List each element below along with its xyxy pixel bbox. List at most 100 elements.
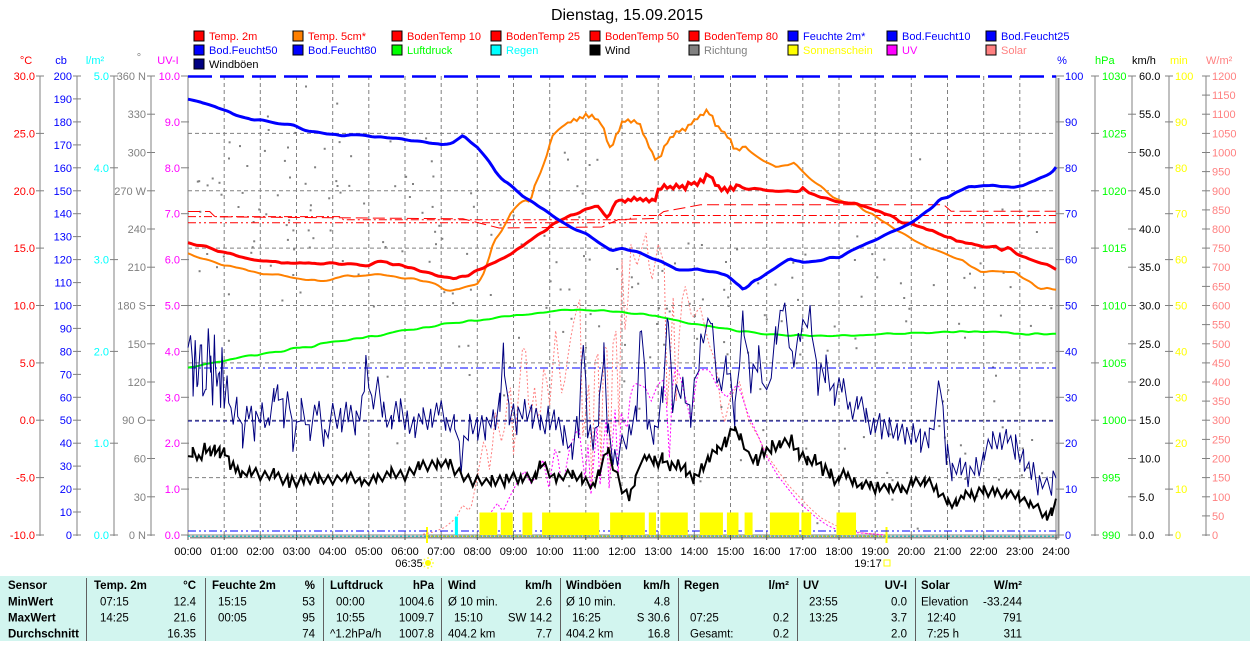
svg-text:350: 350 xyxy=(1212,396,1230,408)
svg-text:0.0: 0.0 xyxy=(94,530,109,542)
svg-text:30: 30 xyxy=(1175,392,1187,404)
svg-text:5.0: 5.0 xyxy=(1139,492,1154,504)
svg-text:17:00: 17:00 xyxy=(789,546,817,558)
svg-text:400: 400 xyxy=(1212,377,1230,389)
svg-text:80: 80 xyxy=(60,346,72,358)
svg-text:00:00: 00:00 xyxy=(336,597,365,609)
svg-text:SW 14.2: SW 14.2 xyxy=(508,613,552,625)
svg-text:0 N: 0 N xyxy=(129,530,146,542)
svg-text:80: 80 xyxy=(1065,163,1077,175)
svg-text:12.4: 12.4 xyxy=(174,597,197,609)
svg-text:Richtung: Richtung xyxy=(704,45,747,57)
svg-text:06:00: 06:00 xyxy=(391,546,419,558)
svg-text:00:00: 00:00 xyxy=(174,546,202,558)
svg-text:07:15: 07:15 xyxy=(100,597,129,609)
svg-text:1020: 1020 xyxy=(1102,186,1126,198)
svg-text:Temp. 5cm*: Temp. 5cm* xyxy=(308,31,367,43)
svg-text:650: 650 xyxy=(1212,281,1230,293)
svg-text:19:00: 19:00 xyxy=(861,546,889,558)
svg-text:300: 300 xyxy=(128,148,146,160)
svg-text:l/m²: l/m² xyxy=(86,55,105,67)
svg-text:00:05: 00:05 xyxy=(218,613,247,625)
svg-text:3.0: 3.0 xyxy=(94,255,109,267)
svg-text:240: 240 xyxy=(128,224,146,236)
svg-text:1100: 1100 xyxy=(1212,109,1236,121)
svg-text:Regen: Regen xyxy=(506,45,538,57)
svg-text:40: 40 xyxy=(1065,346,1077,358)
svg-text:2.0: 2.0 xyxy=(165,438,180,450)
svg-text:791: 791 xyxy=(1003,613,1022,625)
svg-text:°C: °C xyxy=(183,580,196,592)
svg-text:7.7: 7.7 xyxy=(536,629,552,641)
svg-text:50: 50 xyxy=(1175,301,1187,313)
svg-text:Solar: Solar xyxy=(921,580,950,592)
svg-text:404.2 km: 404.2 km xyxy=(448,629,495,641)
svg-text:BodenTemp 80: BodenTemp 80 xyxy=(704,31,778,43)
svg-text:14:25: 14:25 xyxy=(100,613,129,625)
svg-text:1050: 1050 xyxy=(1212,128,1236,140)
svg-text:15:10: 15:10 xyxy=(454,613,483,625)
svg-text:Wind: Wind xyxy=(605,45,630,57)
svg-text:10.0: 10.0 xyxy=(14,301,35,313)
svg-text:330: 330 xyxy=(128,109,146,121)
svg-text:15:15: 15:15 xyxy=(218,597,247,609)
svg-text:14:00: 14:00 xyxy=(681,546,709,558)
svg-text:450: 450 xyxy=(1212,358,1230,370)
svg-text:5.0: 5.0 xyxy=(165,301,180,313)
svg-text:UV: UV xyxy=(902,45,918,57)
svg-text:21.6: 21.6 xyxy=(174,613,196,625)
svg-text:10.0: 10.0 xyxy=(1139,454,1160,466)
svg-text:270 W: 270 W xyxy=(114,186,146,198)
svg-text:UV-I: UV-I xyxy=(885,580,907,592)
svg-text:850: 850 xyxy=(1212,205,1230,217)
svg-text:10.0: 10.0 xyxy=(159,71,180,83)
svg-text:150: 150 xyxy=(1212,473,1230,485)
svg-text:45.0: 45.0 xyxy=(1139,186,1160,198)
svg-text:70: 70 xyxy=(1065,209,1077,221)
svg-text:74: 74 xyxy=(302,629,315,641)
svg-text:90: 90 xyxy=(60,323,72,335)
svg-text:20.0: 20.0 xyxy=(1139,377,1160,389)
svg-text:24:00: 24:00 xyxy=(1042,546,1070,558)
svg-text:750: 750 xyxy=(1212,243,1230,255)
svg-text:Regen: Regen xyxy=(684,580,719,592)
svg-text:1000: 1000 xyxy=(1102,415,1126,427)
svg-text:700: 700 xyxy=(1212,262,1230,274)
svg-text:16:25: 16:25 xyxy=(572,613,601,625)
svg-text:01:00: 01:00 xyxy=(210,546,238,558)
svg-text:311: 311 xyxy=(1004,629,1022,641)
svg-text:0.0: 0.0 xyxy=(165,530,180,542)
svg-text:W/m²: W/m² xyxy=(1206,55,1233,67)
svg-text:180: 180 xyxy=(54,117,72,129)
svg-text:13:25: 13:25 xyxy=(809,613,838,625)
svg-text:hPa: hPa xyxy=(413,580,435,592)
svg-text:3.7: 3.7 xyxy=(891,613,907,625)
svg-text:2.0: 2.0 xyxy=(94,346,109,358)
svg-text:5.0: 5.0 xyxy=(20,358,35,370)
svg-text:120: 120 xyxy=(54,255,72,267)
svg-text:500: 500 xyxy=(1212,339,1230,351)
svg-text:l/m²: l/m² xyxy=(769,580,790,592)
svg-text:12:40: 12:40 xyxy=(927,613,956,625)
svg-text:Luftdruck: Luftdruck xyxy=(330,580,384,592)
svg-text:1009.7: 1009.7 xyxy=(399,613,434,625)
svg-text:-5.0: -5.0 xyxy=(16,473,35,485)
svg-text:1.0: 1.0 xyxy=(165,484,180,496)
svg-text:04:00: 04:00 xyxy=(319,546,347,558)
svg-text:Luftdruck: Luftdruck xyxy=(407,45,453,57)
svg-text:2.6: 2.6 xyxy=(536,597,552,609)
svg-text:60: 60 xyxy=(60,392,72,404)
svg-text:18:00: 18:00 xyxy=(825,546,853,558)
svg-text:200: 200 xyxy=(54,71,72,83)
svg-text:110: 110 xyxy=(54,278,72,290)
svg-text:13:00: 13:00 xyxy=(644,546,672,558)
svg-text:Dienstag, 15.09.2015: Dienstag, 15.09.2015 xyxy=(551,7,703,24)
svg-text:1.0: 1.0 xyxy=(94,438,109,450)
svg-text:Windböen: Windböen xyxy=(209,59,259,71)
svg-text:km/h: km/h xyxy=(643,580,670,592)
svg-text:Windböen: Windböen xyxy=(566,580,621,592)
svg-text:Wind: Wind xyxy=(448,580,476,592)
svg-text:Elevation: Elevation xyxy=(921,597,968,609)
svg-text:30.0: 30.0 xyxy=(1139,301,1160,313)
svg-text:100: 100 xyxy=(1212,492,1230,504)
